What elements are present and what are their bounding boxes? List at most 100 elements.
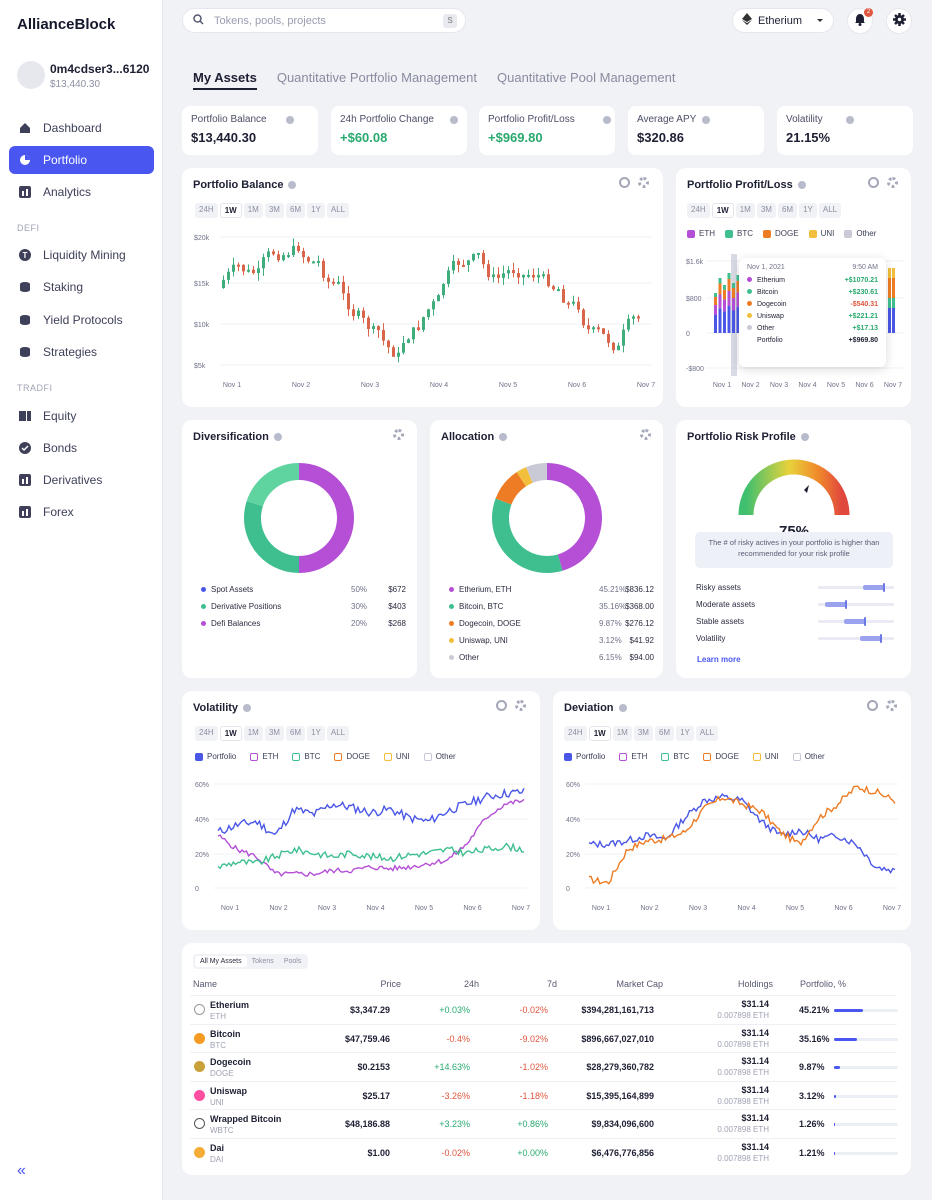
checkbox-icon[interactable] bbox=[423, 752, 432, 761]
period-chip-3m[interactable]: 3M bbox=[264, 203, 284, 218]
info-icon[interactable] bbox=[797, 181, 806, 190]
table-row[interactable]: Dai DAI $1.00 -0.02% +0.00% $6,476,776,8… bbox=[190, 1137, 898, 1166]
gear-icon[interactable] bbox=[887, 177, 898, 188]
sidebar-item-yield-protocols[interactable]: Yield Protocols bbox=[9, 306, 154, 334]
col-header-name[interactable]: Name bbox=[193, 979, 218, 989]
col-header-portfolio[interactable]: Portfolio, % bbox=[800, 979, 847, 989]
checkbox-icon[interactable] bbox=[792, 752, 801, 761]
period-chip-1w[interactable]: 1W bbox=[588, 726, 611, 741]
info-icon[interactable] bbox=[243, 704, 252, 713]
col-header-7d[interactable]: 7d bbox=[546, 979, 557, 989]
col-header-market-cap[interactable]: Market Cap bbox=[616, 979, 663, 989]
checkbox-icon[interactable] bbox=[292, 752, 301, 761]
table-row[interactable]: Bitcoin BTC $47,759.46 -0.4% -9.02% $896… bbox=[190, 1023, 898, 1052]
legend-item[interactable]: Other bbox=[844, 229, 876, 238]
table-row[interactable]: Dogecoin DOGE $0.2153 +14.63% -1.02% $28… bbox=[190, 1052, 898, 1080]
checkbox-icon[interactable] bbox=[195, 752, 203, 761]
period-chip-6m[interactable]: 6M bbox=[654, 726, 675, 741]
zoom-icon[interactable] bbox=[619, 177, 630, 188]
sidebar-item-staking[interactable]: Staking bbox=[9, 273, 154, 301]
legend-item[interactable]: BTC bbox=[661, 752, 689, 761]
legend-item[interactable]: Portfolio bbox=[564, 752, 605, 761]
checkbox-icon[interactable] bbox=[564, 752, 572, 761]
legend-item[interactable]: BTC bbox=[725, 229, 753, 238]
learn-more-link[interactable]: Learn more bbox=[697, 655, 741, 664]
checkbox-icon[interactable] bbox=[725, 229, 733, 238]
gear-icon[interactable] bbox=[640, 429, 651, 440]
diversification-donut[interactable] bbox=[182, 450, 417, 610]
legend-item[interactable]: Portfolio bbox=[195, 752, 236, 761]
period-chip-1w[interactable]: 1W bbox=[711, 203, 734, 218]
asset-name[interactable]: Bitcoin bbox=[210, 1028, 241, 1039]
period-chip-1y[interactable]: 1Y bbox=[799, 203, 817, 218]
gear-icon[interactable] bbox=[515, 700, 526, 711]
wallet-address[interactable]: 0m4cdser3...6120 bbox=[50, 62, 150, 76]
info-icon[interactable] bbox=[273, 433, 282, 442]
tab-tokens[interactable]: Tokens bbox=[251, 958, 274, 965]
table-row[interactable]: Etherium ETH $3,347.29 +0.03% -0.02% $39… bbox=[190, 995, 898, 1023]
period-chip-1y[interactable]: 1Y bbox=[307, 726, 325, 741]
legend-item[interactable]: DOGE bbox=[703, 752, 739, 761]
settings-button[interactable] bbox=[886, 8, 912, 34]
legend-item[interactable]: ETH bbox=[619, 752, 647, 761]
sidebar-item-liquidity-mining[interactable]: T Liquidity Mining bbox=[9, 241, 154, 269]
tab-pools[interactable]: Pools bbox=[283, 958, 302, 965]
tab-quant-pool[interactable]: Quantitative Pool Management bbox=[497, 70, 676, 85]
volatility-line-chart[interactable]: 60% 40% 20% 0 Nov 1 Nov 2 Nov 3 Nov 4 Nov 5 Nov 6… bbox=[182, 691, 540, 930]
period-chip-3m[interactable]: 3M bbox=[756, 203, 776, 218]
legend-item[interactable]: Other bbox=[423, 752, 456, 761]
asset-name[interactable]: Dai bbox=[210, 1142, 225, 1153]
asset-name[interactable]: Uniswap bbox=[210, 1085, 248, 1096]
tab-all-my-assets[interactable]: All My Assets bbox=[195, 956, 247, 967]
checkbox-icon[interactable] bbox=[752, 752, 761, 761]
info-icon[interactable] bbox=[288, 181, 297, 190]
period-chip-1m[interactable]: 1M bbox=[735, 203, 755, 218]
gear-icon[interactable] bbox=[886, 700, 897, 711]
legend-item[interactable]: UNI bbox=[752, 752, 779, 761]
period-chip-3m[interactable]: 3M bbox=[264, 726, 284, 741]
checkbox-icon[interactable] bbox=[687, 229, 695, 238]
period-chip-1m[interactable]: 1M bbox=[612, 726, 632, 741]
info-icon[interactable] bbox=[618, 704, 627, 713]
legend-item[interactable]: ETH bbox=[687, 229, 715, 238]
tab-my-assets[interactable]: My Assets bbox=[193, 70, 257, 90]
period-chip-6m[interactable]: 6M bbox=[285, 726, 306, 741]
notifications-button[interactable]: 2 bbox=[847, 8, 873, 34]
asset-name[interactable]: Dogecoin bbox=[210, 1057, 252, 1067]
sidebar-item-forex[interactable]: Forex bbox=[9, 498, 154, 526]
period-chip-24h[interactable]: 24H bbox=[195, 726, 218, 741]
period-chip-1w[interactable]: 1W bbox=[219, 726, 242, 741]
sidebar-item-bonds[interactable]: Bonds bbox=[9, 434, 154, 462]
checkbox-icon[interactable] bbox=[661, 752, 670, 761]
info-icon[interactable] bbox=[499, 433, 508, 442]
col-header-price[interactable]: Price bbox=[380, 979, 401, 989]
period-chip-1m[interactable]: 1M bbox=[243, 726, 263, 741]
zoom-icon[interactable] bbox=[867, 700, 878, 711]
period-chip-6m[interactable]: 6M bbox=[285, 203, 306, 218]
sidebar-item-equity[interactable]: Equity bbox=[9, 402, 154, 430]
period-chip-24h[interactable]: 24H bbox=[687, 203, 710, 218]
asset-name[interactable]: Wrapped Bitcoin bbox=[210, 1114, 282, 1124]
network-select[interactable]: Etherium bbox=[732, 8, 834, 33]
deviation-line-chart[interactable]: 60% 40% 20% 0 Nov 1 Nov 2 Nov 3 Nov 4 Nov 5 Nov 6… bbox=[553, 691, 911, 930]
period-chip-24h[interactable]: 24H bbox=[195, 203, 218, 218]
sidebar-item-portfolio[interactable]: Portfolio bbox=[9, 146, 154, 174]
info-icon[interactable] bbox=[603, 116, 611, 124]
sidebar-item-derivatives[interactable]: Derivatives bbox=[9, 466, 154, 494]
checkbox-icon[interactable] bbox=[703, 752, 712, 761]
period-chip-1y[interactable]: 1Y bbox=[307, 203, 325, 218]
legend-item[interactable]: UNI bbox=[383, 752, 410, 761]
checkbox-icon[interactable] bbox=[334, 752, 343, 761]
avatar[interactable] bbox=[17, 61, 45, 89]
period-chip-all[interactable]: ALL bbox=[818, 203, 842, 218]
checkbox-icon[interactable] bbox=[383, 752, 392, 761]
checkbox-icon[interactable] bbox=[844, 229, 853, 238]
sidebar-item-analytics[interactable]: Analytics bbox=[9, 178, 154, 206]
legend-item[interactable]: DOGE bbox=[763, 229, 799, 238]
allocation-donut[interactable] bbox=[430, 450, 663, 610]
checkbox-icon[interactable] bbox=[619, 752, 628, 761]
zoom-icon[interactable] bbox=[496, 700, 507, 711]
tab-quant-portfolio[interactable]: Quantitative Portfolio Management bbox=[276, 70, 477, 85]
legend-item[interactable]: Other bbox=[792, 752, 825, 761]
sidebar-item-dashboard[interactable]: Dashboard bbox=[9, 114, 154, 142]
